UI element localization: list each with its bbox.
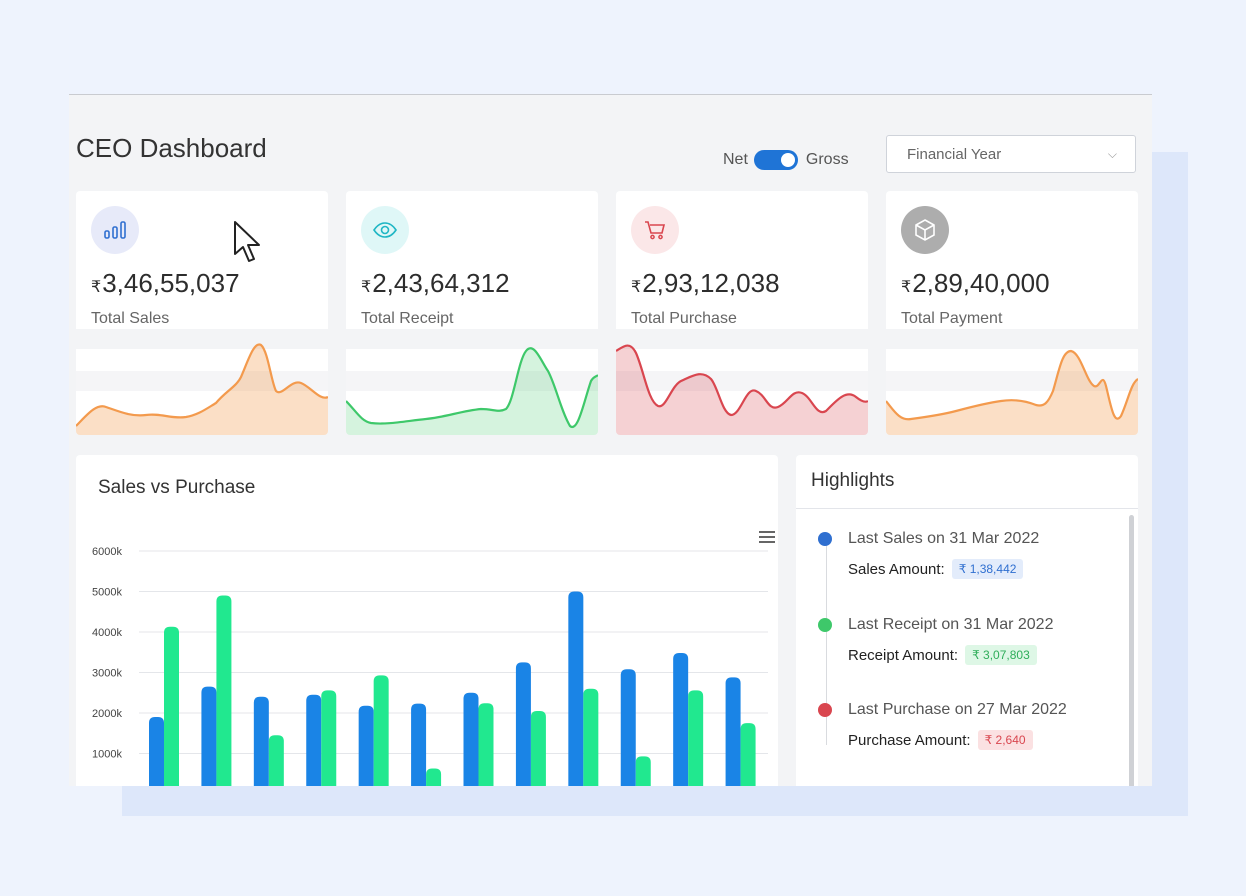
bar-chart-icon [91,206,139,254]
highlight-amount: Sales Amount: ₹ 1,38,442 [848,559,1024,579]
status-dot [818,703,832,717]
bar-purchase[interactable] [164,626,179,786]
kpi-card-total-sales[interactable]: ₹3,46,55,037 Total Sales [76,191,328,435]
kpi-label: Total Receipt [361,310,454,327]
page-title: CEO Dashboard [76,133,267,163]
bar-sales[interactable] [253,696,269,786]
bar-purchase[interactable] [583,688,599,786]
bar-purchase[interactable] [373,675,389,786]
bar-sales[interactable] [463,692,479,786]
toggle-knob [780,153,795,167]
box-icon [901,206,949,254]
y-tick-label: 2000k [92,708,122,720]
highlight-amount: Receipt Amount: ₹ 3,07,803 [848,645,1037,665]
dashboard-window: CEO Dashboard Net Gross Financial Year ⌵… [69,94,1152,786]
bar-sales[interactable] [725,677,741,786]
bar-purchase[interactable] [688,690,704,786]
mouse-cursor-icon [234,221,260,262]
bar-sales[interactable] [411,703,427,786]
highlight-title: Last Sales on 31 Mar 2022 [848,530,1040,547]
toggle-label-net: Net [723,151,748,168]
y-tick-label: 5000k [92,587,122,599]
status-dot [818,532,832,546]
hamburger-menu-icon[interactable] [759,531,775,546]
kpi-label: Total Payment [901,310,1003,327]
sales-sparkline [76,343,328,435]
amount-badge: ₹ 1,38,442 [951,559,1024,579]
bar-sales[interactable] [358,705,374,786]
highlights-panel: Highlights Last Sales on 31 Mar 2022 Sal… [796,455,1138,786]
financial-year-select-value: Financial Year [907,145,1002,163]
y-tick-label: 3000k [92,668,122,680]
kpi-value: ₹3,46,55,037 [91,268,240,298]
bar-purchase[interactable] [740,723,756,786]
bar-purchase[interactable] [530,710,546,786]
bar-sales[interactable] [568,591,584,787]
kpi-card-total-payment[interactable]: ₹2,89,40,000 Total Payment [886,191,1138,435]
bar-purchase[interactable] [635,756,651,786]
bar-purchase[interactable] [321,690,337,786]
receipt-sparkline [346,347,598,435]
purchase-sparkline [616,344,868,435]
bar-purchase[interactable] [426,768,442,786]
kpi-label: Total Purchase [631,310,737,327]
highlights-scrollbar[interactable] [1129,515,1134,786]
bar-sales[interactable] [620,669,636,786]
sales-vs-purchase-panel: Sales vs Purchase 1000k 2000k 3000k 4000k 50… [76,455,778,786]
highlight-title: Last Purchase on 27 Mar 2022 [848,701,1067,718]
kpi-value: ₹2,93,12,038 [631,268,780,298]
payment-sparkline [886,349,1138,435]
chart-title: Sales vs Purchase [98,477,256,498]
eye-icon [361,206,409,254]
y-tick-label: 6000k [92,546,122,558]
toggle-label-gross: Gross [805,151,849,168]
chevron-down-icon: ⌵ [1107,146,1117,161]
amount-badge: ₹ 3,07,803 [965,645,1037,665]
bar-sales[interactable] [673,653,689,786]
bar-purchase[interactable] [268,735,284,786]
amount-badge: ₹ 2,640 [977,730,1033,750]
y-tick-label: 4000k [92,627,122,639]
highlight-amount: Purchase Amount: ₹ 2,640 [848,730,1033,750]
bar-sales[interactable] [201,686,217,786]
kpi-card-total-receipt[interactable]: ₹2,43,64,312 Total Receipt [346,191,598,435]
bar-sales[interactable] [149,717,164,786]
status-dot [818,618,832,632]
financial-year-select[interactable]: Financial Year ⌵ [886,135,1136,173]
net-gross-toggle[interactable] [753,150,798,170]
sales-purchase-bar-chart: 1000k 2000k 3000k 4000k 5000k 6000k [92,546,768,787]
cart-icon [631,206,679,254]
bar-purchase[interactable] [478,703,494,786]
net-gross-toggle-group: Net Gross [723,150,849,170]
kpi-value: ₹2,89,40,000 [901,268,1050,298]
y-tick-label: 1000k [92,749,122,761]
kpi-value: ₹2,43,64,312 [361,268,510,298]
kpi-label: Total Sales [91,310,170,327]
kpi-card-total-purchase[interactable]: ₹2,93,12,038 Total Purchase [616,191,868,435]
highlight-title: Last Receipt on 31 Mar 2022 [848,616,1054,633]
bar-purchase[interactable] [216,595,232,786]
bar-sales[interactable] [306,694,322,786]
bar-sales[interactable] [515,662,531,786]
highlights-title: Highlights [811,470,895,491]
